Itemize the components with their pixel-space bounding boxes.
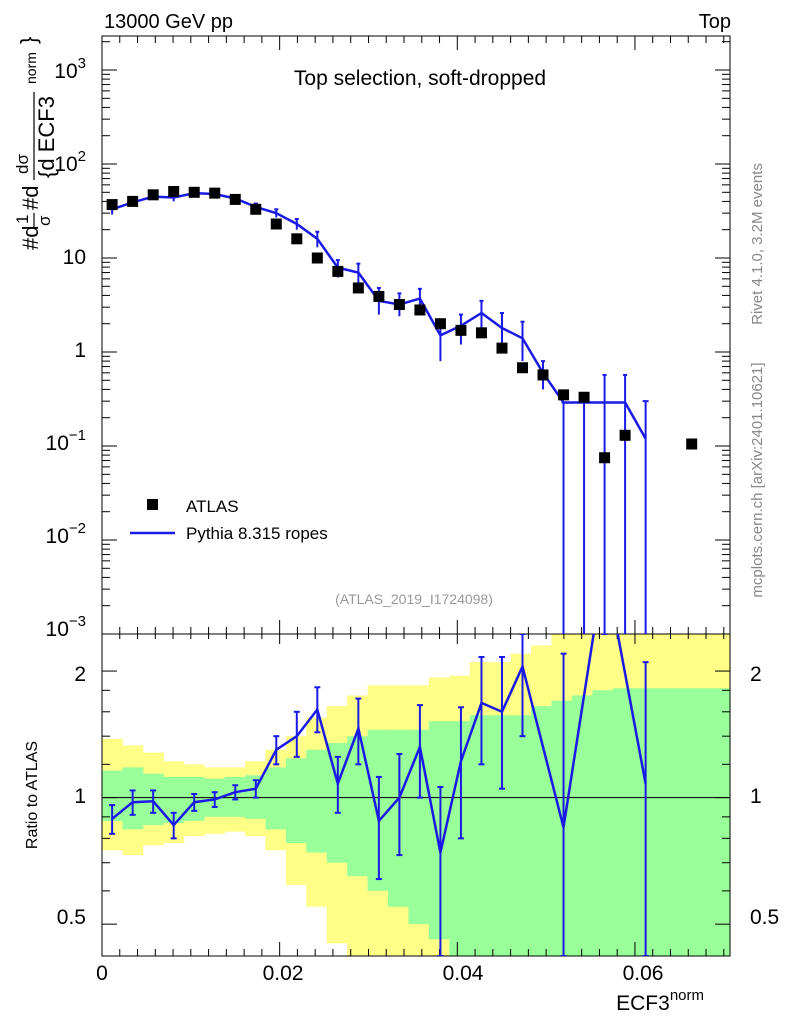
atlas-data-point [578, 391, 590, 403]
ratio-tick-label-1-right: 1 [750, 785, 762, 808]
atlas-data-point [599, 452, 611, 464]
atlas-data-point [455, 324, 467, 336]
x-tick-label-004: 0.04 [443, 962, 484, 985]
atlas-data-point [229, 193, 241, 205]
atlas-data-point [537, 369, 549, 381]
y-tick-label-1e3: 103 [54, 55, 86, 83]
y-tick-label-1e-3: 10−3 [46, 613, 86, 641]
svg-text:dσ: dσ [13, 154, 32, 174]
ratio-tick-label-2-left: 2 [74, 663, 86, 686]
band-inner-bin [592, 690, 614, 956]
band-inner-bin [551, 700, 573, 956]
y-tick-label-1: 1 [74, 339, 86, 362]
ratio-tick-label-2-right: 2 [750, 663, 762, 686]
side-label-mcplots: mcplots.cern.ch [arXiv:2401.10621] [749, 362, 766, 597]
band-inner-bin [653, 688, 730, 956]
ratio-tick-label-1-left: 1 [74, 785, 86, 808]
header-right: Top [699, 11, 731, 33]
mc-line-tail [624, 401, 647, 440]
atlas-data-point [106, 199, 118, 211]
atlas-data-point [414, 304, 426, 316]
band-inner-bin [510, 715, 532, 956]
x-tick-labels: 0 0.02 0.04 0.06 [96, 962, 663, 985]
atlas-data-point [475, 327, 487, 339]
main-title: Top selection, soft-dropped [294, 67, 546, 90]
band-inner-bin [306, 749, 328, 853]
atlas-data-point [188, 186, 200, 198]
atlas-data-point [209, 187, 221, 199]
side-label-rivet: Rivet 4.1.0, 3.2M events [749, 163, 766, 325]
atlas-data-point [686, 438, 698, 450]
atlas-data-point [558, 389, 570, 401]
atlas-data-point [496, 342, 508, 354]
atlas-data-point [619, 429, 631, 441]
svg-text:{d ECF3: {d ECF3 [34, 96, 59, 178]
ratio-y-tick-labels: 2 1 0.5 2 1 0.5 [57, 663, 779, 929]
ratio-tick-label-05-right: 0.5 [750, 906, 779, 929]
band-inner-bin [571, 695, 593, 956]
atlas-data-point [147, 189, 159, 201]
svg-text:norm: norm [23, 52, 39, 84]
main-plot-frame [101, 35, 731, 635]
band-inner-bin [490, 715, 512, 956]
band-inner-bin [428, 721, 450, 940]
header-left: 13000 GeV pp [104, 11, 233, 33]
atlas-data-point [311, 252, 323, 264]
main-plot-content [106, 185, 698, 634]
axis-ticks [101, 36, 730, 956]
svg-text:#d: #d [18, 226, 43, 250]
ratio-bands [102, 634, 730, 956]
atlas-data-point [352, 282, 364, 294]
y-tick-label-1e2: 102 [54, 148, 86, 176]
svg-text:1: 1 [13, 215, 32, 224]
ratio-y-axis-label: Ratio to ATLAS [24, 741, 41, 849]
x-tick-label-0: 0 [96, 962, 108, 985]
svg-text:}: } [16, 37, 41, 44]
y-tick-label-10: 10 [63, 246, 86, 269]
atlas-data-point [291, 233, 303, 245]
ratio-plot-frame [101, 633, 731, 957]
atlas-data-point [517, 362, 529, 374]
atlas-data-point [332, 265, 344, 277]
atlas-data-point [434, 318, 446, 330]
analysis-reference: (ATLAS_2019_I1724098) [335, 591, 493, 607]
svg-text:σ: σ [35, 215, 54, 226]
band-inner-bin [347, 736, 369, 877]
main-y-tick-labels: 103 102 10 1 10−1 10−2 10−3 [46, 55, 86, 641]
legend-atlas-marker [147, 499, 158, 510]
band-inner-bin [265, 767, 287, 830]
band-inner-bin [531, 706, 552, 956]
atlas-data-point [393, 299, 405, 311]
band-inner-bin [612, 688, 634, 956]
y-tick-label-1e-1: 10−1 [46, 427, 86, 455]
atlas-data-point [250, 203, 262, 215]
ratio-line [111, 634, 647, 853]
legend: ATLAS Pythia 8.315 ropes [130, 497, 328, 543]
legend-atlas-label: ATLAS [186, 497, 239, 516]
legend-pythia-label: Pythia 8.315 ropes [186, 524, 328, 543]
x-tick-label-002: 0.02 [263, 962, 304, 985]
band-inner-bin [469, 715, 491, 956]
ratio-tick-label-05-left: 0.5 [57, 906, 86, 929]
band-inner-bin [633, 688, 655, 956]
band-inner-bin [408, 729, 430, 925]
atlas-data-point [270, 218, 282, 230]
band-inner-bin [163, 776, 185, 824]
y-tick-label-1e-2: 10−2 [46, 520, 86, 548]
ratio-plot-content [102, 634, 730, 956]
atlas-data-point [127, 195, 139, 207]
svg-text:#d: #d [18, 186, 43, 210]
band-inner-bin [285, 758, 307, 843]
atlas-data-point [373, 290, 385, 302]
atlas-data-point [168, 185, 180, 197]
x-tick-label-006: 0.06 [623, 962, 664, 985]
x-axis-label: ECF3norm [616, 987, 704, 1015]
main-y-axis-label: #d 1 σ #d dσ {d ECF3 norm } [13, 37, 59, 250]
band-inner-bin [102, 770, 123, 821]
